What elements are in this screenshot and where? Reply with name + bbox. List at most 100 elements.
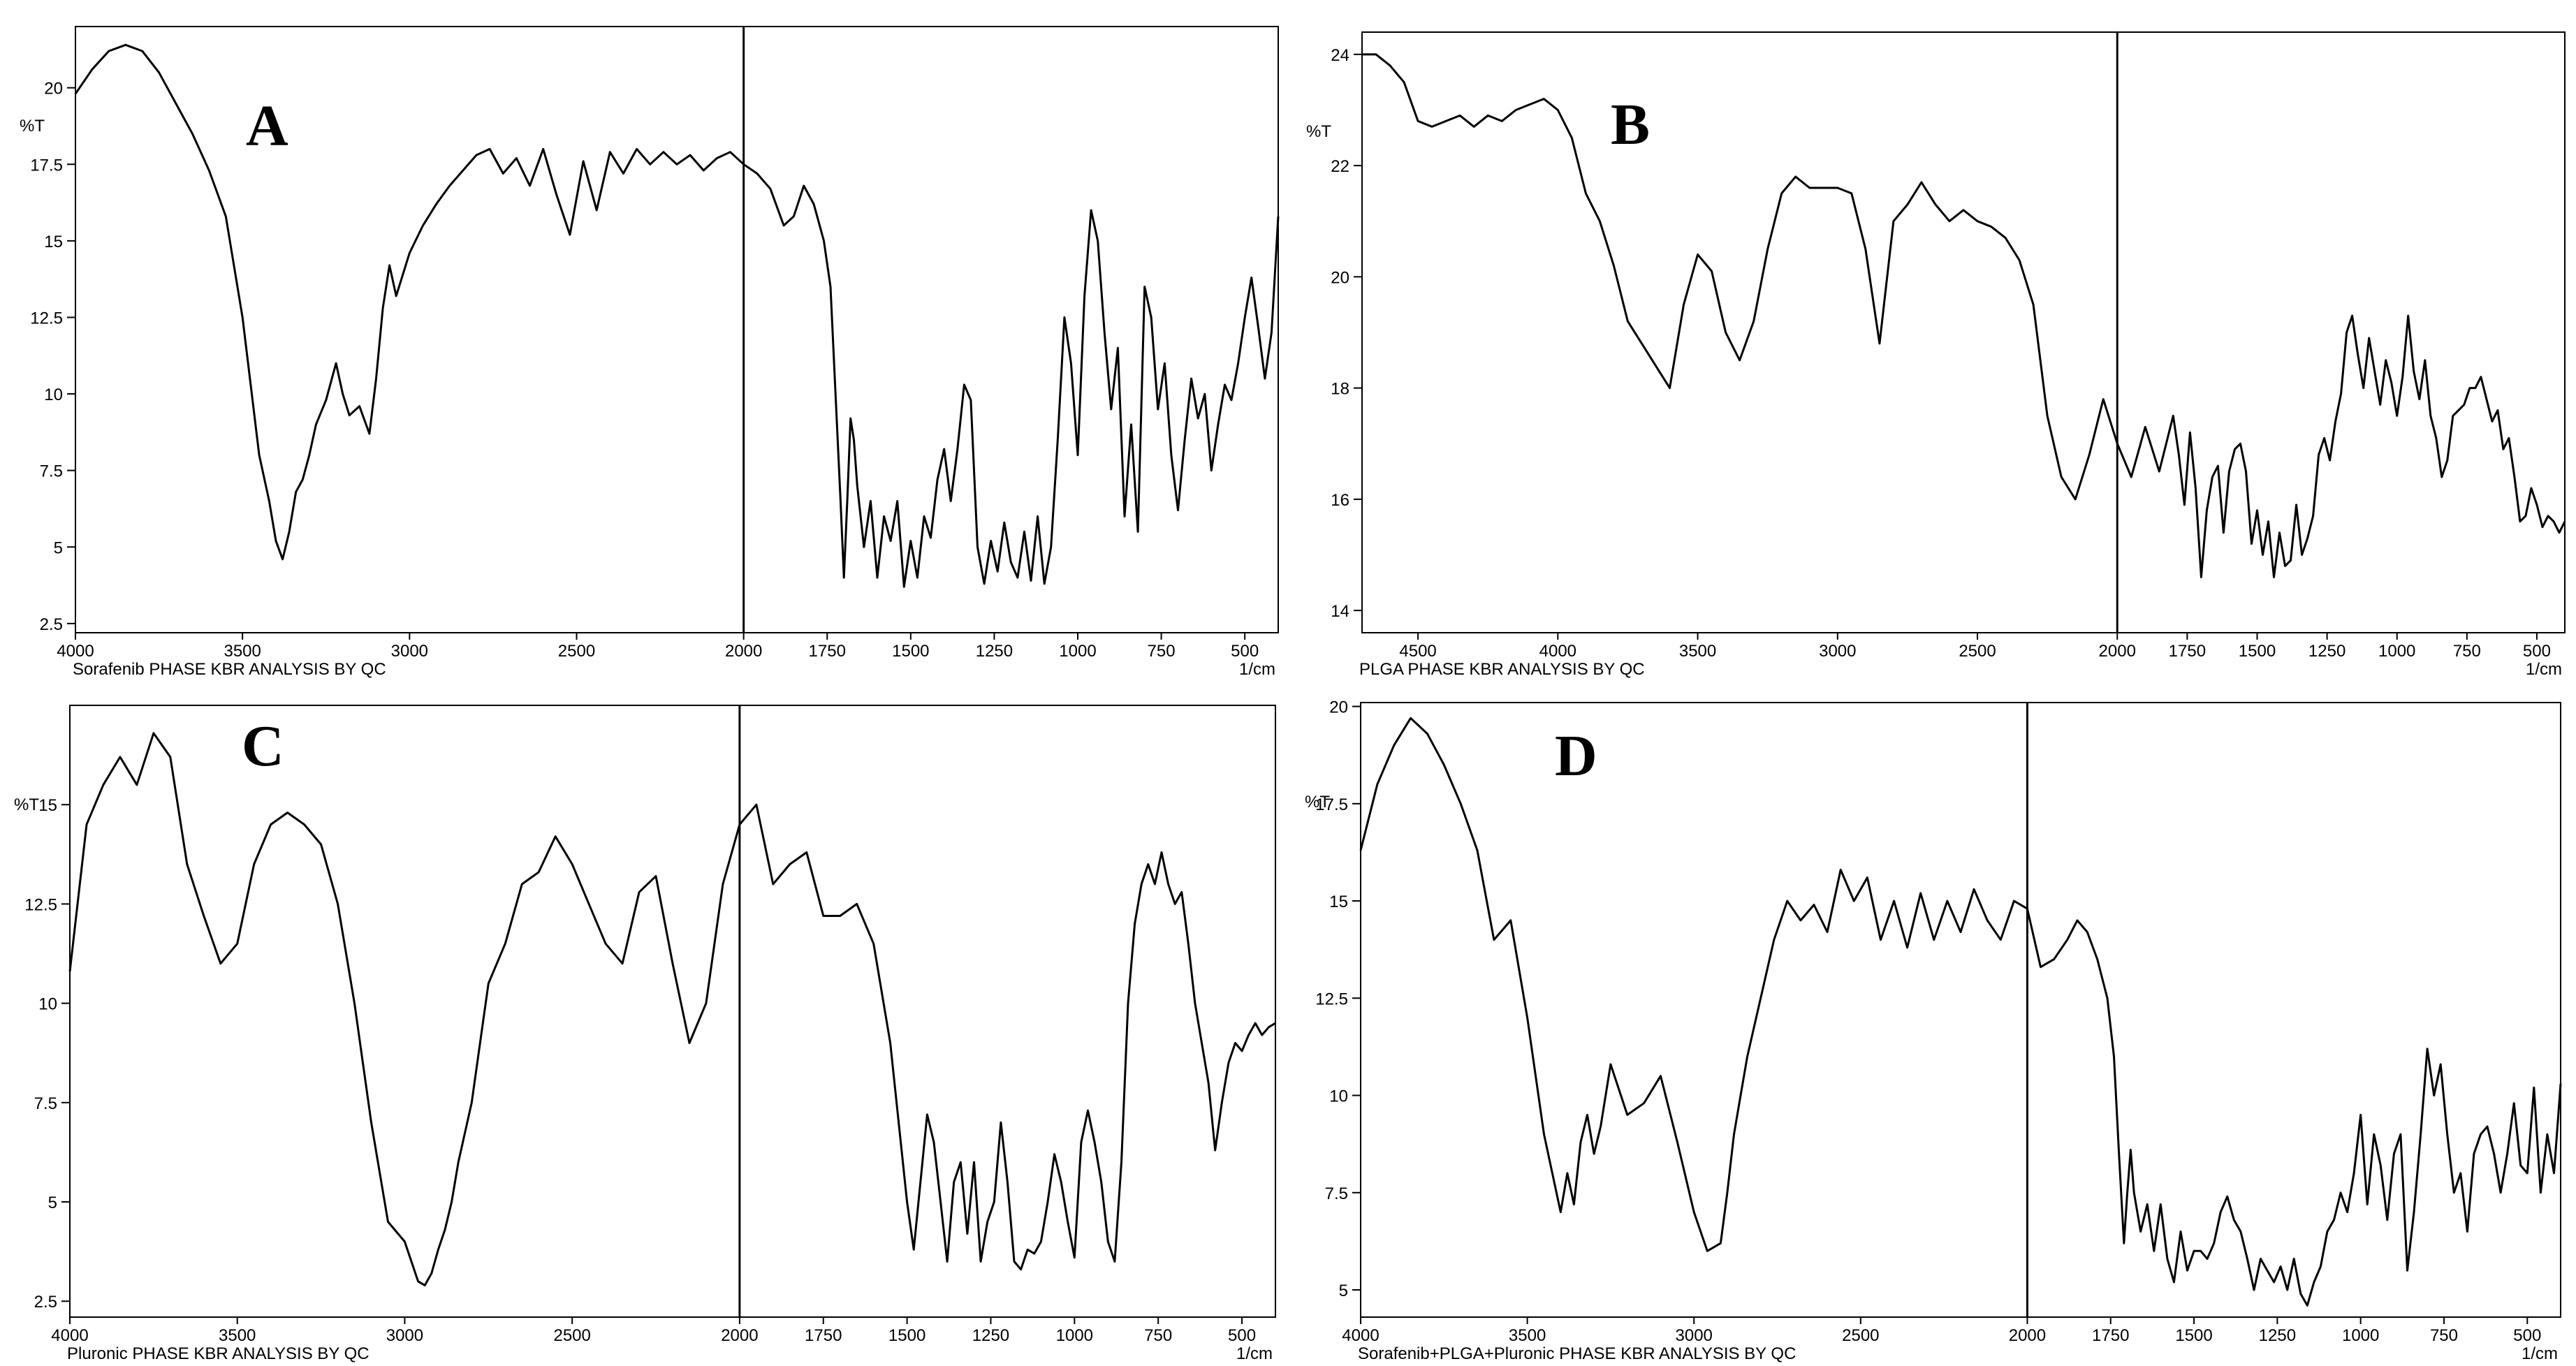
x-tick-label: 4000: [51, 1326, 88, 1345]
x-tick-label: 2000: [2009, 1326, 2046, 1345]
y-tick-label: 24: [1331, 46, 1349, 65]
x-tick-label: 500: [2513, 1326, 2541, 1345]
y-tick-label: 17.5: [1315, 795, 1348, 814]
chart-panel-c: 2.5 5 7.5 10 12.5 15 4000 3500 3000 2500 2000 1750…: [14, 705, 1276, 1363]
x-ticks: 4000 3500 3000 2500 2000 1750 1500 1250 1000 750 5…: [51, 1317, 1256, 1345]
x-tick-label: 2500: [553, 1326, 590, 1345]
x-tick-label: 3500: [224, 642, 261, 661]
x-tick-label: 500: [1231, 642, 1259, 661]
x-ticks: 4000 3500 3000 2500 2000 1750 1500 1250 1000 750 5…: [1342, 1317, 2541, 1345]
x-tick-label: 1500: [2239, 642, 2276, 661]
y-tick-label: 5: [48, 1194, 57, 1212]
y-tick-label: 5: [54, 538, 63, 557]
x-tick-label: 1000: [2378, 642, 2415, 661]
x-tick-label: 750: [1148, 642, 1176, 661]
y-tick-label: 10: [38, 995, 57, 1014]
chart-panel-b: 14 16 18 20 22 24 4500 4000 3500 3000 2500 2000 175…: [1306, 31, 2566, 679]
y-tick-label: 14: [1331, 602, 1349, 621]
x-tick-label: 500: [2523, 642, 2551, 661]
x-ticks: 4500 4000 3500 3000 2500 2000 1750 1500 1250 1000…: [1399, 633, 2551, 661]
y-tick-label: 15: [1329, 893, 1348, 911]
x-tick-label: 4500: [1399, 642, 1436, 661]
x-tick-label: 4000: [57, 642, 94, 661]
y-tick-label: 7.5: [34, 1094, 57, 1113]
sample-caption: Sorafenib PHASE KBR ANALYSIS BY QC: [73, 660, 386, 679]
x-tick-label: 2500: [1959, 642, 1996, 661]
x-tick-label: 2000: [721, 1326, 758, 1345]
x-tick-label: 1500: [888, 1326, 925, 1345]
panel-letter: A: [246, 94, 288, 159]
y-ticks: 2.5 5 7.5 10 12.5 15: [24, 796, 70, 1312]
spectrum-line: [74, 43, 1280, 588]
x-unit-label: 1/cm: [1239, 660, 1275, 679]
x-tick-label: 2000: [725, 642, 762, 661]
y-tick-label: 20: [44, 80, 63, 98]
spectrum-line: [1359, 717, 2562, 1307]
x-tick-label: 1000: [1059, 642, 1096, 661]
y-tick-label: 2.5: [40, 615, 63, 634]
y-tick-label: 2.5: [34, 1293, 57, 1312]
x-tick-label: 1750: [809, 642, 846, 661]
sample-caption: PLGA PHASE KBR ANALYSIS BY QC: [1359, 660, 1645, 679]
x-tick-label: 3000: [391, 642, 428, 661]
x-tick-label: 1250: [2259, 1326, 2296, 1345]
x-tick-label: 1250: [976, 642, 1013, 661]
x-tick-label: 4000: [1539, 642, 1576, 661]
panel-letter: C: [242, 714, 284, 779]
x-tick-label: 1500: [892, 642, 929, 661]
plot-frame: [1360, 702, 2561, 1318]
x-tick-label: 3500: [1679, 642, 1716, 661]
y-tick-label: 12.5: [30, 309, 63, 328]
plot-frame: [69, 705, 1276, 1318]
x-unit-label: 1/cm: [2522, 1344, 2558, 1363]
y-tick-label: 5: [1339, 1281, 1348, 1300]
y-unit-label: %T: [20, 117, 45, 135]
y-tick-label: 20: [1331, 268, 1349, 287]
x-tick-label: 1750: [2092, 1326, 2129, 1345]
x-tick-label: 2000: [2099, 642, 2136, 661]
x-tick-label: 1250: [2308, 642, 2346, 661]
x-tick-label: 1250: [972, 1326, 1009, 1345]
y-tick-label: 10: [1329, 1087, 1348, 1106]
chart-panel-d: 5 7.5 10 12.5 15 17.5 20 4000 3500 3000 2500 2000 1…: [1305, 698, 2562, 1363]
x-unit-label: 1/cm: [1236, 1344, 1273, 1363]
y-tick-label: 7.5: [40, 462, 63, 481]
plot-frame: [1361, 31, 2566, 633]
y-tick-label: 16: [1331, 491, 1349, 510]
y-tick-label: 20: [1329, 698, 1348, 717]
y-ticks: 5 7.5 10 12.5 15 17.5 20: [1315, 698, 1361, 1300]
y-ticks: 2.5 5 7.5 10 12.5 15 17.5 20: [30, 80, 75, 634]
x-tick-label: 3000: [1676, 1326, 1713, 1345]
chart-panel-a: 2.5 5 7.5 10 12.5 15 17.5 20 4000 3500 3000 2500 20…: [20, 26, 1280, 679]
x-tick-label: 1000: [2342, 1326, 2379, 1345]
x-tick-label: 3500: [1509, 1326, 1546, 1345]
y-tick-label: 15: [38, 796, 57, 815]
x-tick-label: 1500: [2175, 1326, 2212, 1345]
x-tick-label: 500: [1228, 1326, 1256, 1345]
x-tick-label: 750: [1144, 1326, 1172, 1345]
y-tick-label: 7.5: [1325, 1184, 1348, 1203]
plot-frame: [75, 26, 1279, 633]
y-unit-label: %T: [1305, 793, 1330, 811]
x-tick-label: 1000: [1056, 1326, 1093, 1345]
y-tick-label: 22: [1331, 157, 1349, 176]
x-tick-label: 750: [2430, 1326, 2458, 1345]
y-unit-label: %T: [1306, 122, 1331, 141]
x-tick-label: 4000: [1342, 1326, 1379, 1345]
y-tick-label: 17.5: [30, 156, 63, 175]
y-ticks: 14 16 18 20 22 24: [1331, 46, 1362, 621]
x-tick-label: 1750: [805, 1326, 842, 1345]
x-tick-label: 1750: [2169, 642, 2206, 661]
sample-caption: Pluronic PHASE KBR ANALYSIS BY QC: [67, 1344, 369, 1363]
x-tick-label: 750: [2453, 642, 2481, 661]
panel-letter: D: [1555, 724, 1597, 788]
panel-letter: B: [1611, 92, 1650, 157]
y-tick-label: 12.5: [24, 895, 57, 914]
x-tick-label: 3000: [1819, 642, 1856, 661]
x-tick-label: 2500: [558, 642, 595, 661]
spectrum-line: [68, 732, 1276, 1286]
x-ticks: 4000 3500 3000 2500 2000 1750 1500 1250 1000 750 5…: [57, 633, 1259, 661]
x-unit-label: 1/cm: [2526, 660, 2562, 679]
y-tick-label: 12.5: [1315, 990, 1348, 1008]
x-tick-label: 2500: [1842, 1326, 1879, 1345]
